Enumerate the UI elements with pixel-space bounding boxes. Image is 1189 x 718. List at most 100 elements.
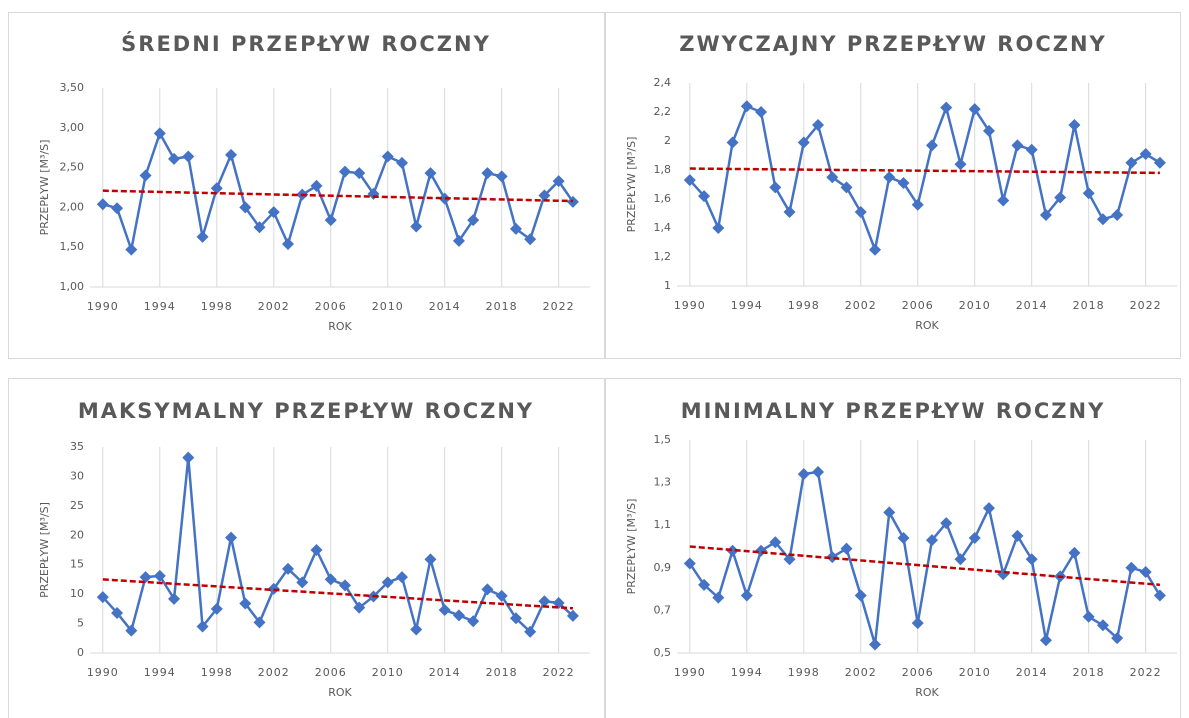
marker (1011, 529, 1024, 542)
x-tick-label: 2022 (1130, 666, 1162, 679)
x-tick-label: 2002 (258, 666, 290, 679)
x-tick-label: 2022 (543, 666, 575, 679)
marker (182, 451, 195, 464)
trend-line (102, 578, 573, 610)
marker (324, 573, 337, 586)
marker (481, 583, 494, 596)
x-tick-label: 1998 (788, 666, 820, 679)
marker (812, 119, 825, 132)
marker (395, 156, 408, 169)
marker (1139, 148, 1152, 161)
x-axis-label: ROK (915, 686, 939, 699)
y-tick-label: 1,3 (654, 476, 672, 489)
marker (538, 189, 551, 202)
marker (883, 171, 896, 184)
marker (1125, 156, 1138, 169)
marker (712, 591, 725, 604)
marker (1111, 208, 1124, 221)
y-tick-label: 1,8 (654, 163, 672, 176)
marker (524, 233, 537, 246)
y-tick-label: 15 (70, 558, 84, 571)
y-tick-label: 1 (664, 279, 671, 292)
y-axis-label: PRZEPŁYW [M³/S] (625, 137, 638, 233)
marker (253, 616, 266, 629)
marker (139, 571, 152, 584)
y-tick-label: 0,5 (654, 646, 672, 659)
x-tick-label: 2018 (486, 666, 518, 679)
marker (1082, 610, 1095, 623)
marker (509, 612, 522, 625)
panel (605, 12, 1181, 359)
marker (1068, 546, 1081, 559)
marker (168, 152, 181, 165)
marker (755, 106, 768, 118)
x-tick-label: 1990 (674, 299, 706, 312)
x-tick-label: 2006 (902, 666, 934, 679)
marker (424, 553, 437, 566)
marker (153, 569, 166, 582)
y-tick-label: 35 (70, 440, 84, 453)
marker (869, 638, 882, 651)
marker (438, 604, 451, 617)
marker (225, 531, 238, 544)
x-tick-label: 1998 (201, 666, 233, 679)
y-tick-label: 2,50 (60, 161, 85, 174)
y-tick-label: 2,4 (654, 76, 672, 89)
marker (210, 602, 223, 615)
marker (883, 506, 896, 519)
marker (452, 609, 465, 622)
marker (125, 243, 138, 256)
marker (538, 595, 551, 608)
x-tick-label: 2002 (845, 666, 877, 679)
marker (1068, 119, 1081, 132)
marker (424, 167, 437, 180)
chart-title: MINIMALNY PRZEPŁYW ROCZNY (681, 399, 1106, 423)
marker (1153, 589, 1166, 602)
x-tick-label: 1990 (87, 300, 119, 313)
marker (524, 625, 537, 638)
marker (353, 601, 366, 614)
marker (495, 170, 508, 183)
marker (296, 576, 309, 589)
marker (897, 531, 910, 544)
marker (139, 169, 152, 182)
marker (997, 194, 1010, 207)
marker (1125, 561, 1138, 574)
marker (282, 238, 295, 251)
x-tick-label: 2006 (315, 300, 347, 313)
trend-line (102, 189, 573, 203)
marker (783, 553, 796, 566)
marker (683, 174, 696, 187)
y-tick-label: 25 (70, 499, 84, 512)
marker (338, 165, 351, 178)
marker (495, 589, 508, 602)
marker (698, 578, 711, 591)
panel (8, 378, 605, 718)
x-tick-label: 2010 (959, 299, 991, 312)
marker (381, 576, 394, 589)
marker (740, 589, 753, 602)
marker (683, 557, 696, 570)
marker (96, 591, 109, 604)
marker (353, 167, 366, 180)
marker (954, 158, 967, 171)
marker (968, 103, 981, 116)
marker (395, 571, 408, 584)
marker (897, 177, 910, 190)
marker (282, 562, 295, 575)
marker (566, 195, 579, 208)
marker (1039, 208, 1052, 221)
x-tick-label: 2010 (372, 300, 404, 313)
y-tick-label: 3,50 (60, 81, 85, 94)
x-tick-label: 2006 (902, 299, 934, 312)
y-tick-label: 2 (664, 134, 671, 147)
marker (712, 222, 725, 234)
marker (840, 181, 853, 194)
x-tick-label: 2014 (1016, 666, 1048, 679)
y-tick-label: 0,9 (654, 561, 672, 574)
marker (452, 234, 465, 247)
x-tick-label: 2010 (372, 666, 404, 679)
marker (968, 531, 981, 544)
x-tick-label: 2018 (486, 300, 518, 313)
